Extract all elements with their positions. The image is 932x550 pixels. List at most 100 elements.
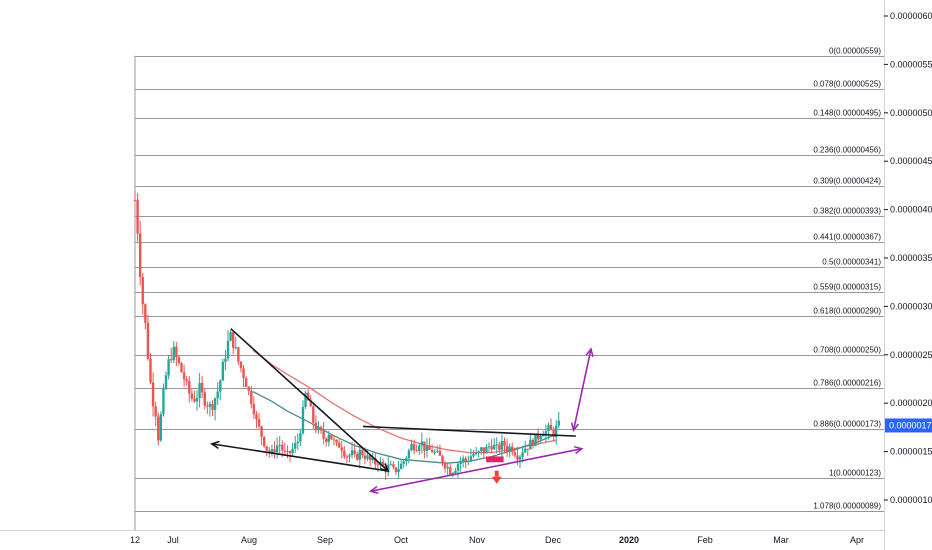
fib-level-label: 1(0.00000123) xyxy=(829,469,881,478)
fib-level-label: 0.382(0.00000393) xyxy=(813,207,881,216)
x-tick-label: Dec xyxy=(545,535,562,545)
candle-body xyxy=(534,433,537,447)
candle-body xyxy=(164,375,168,389)
ma-slow-line xyxy=(252,349,557,454)
candle-body xyxy=(441,455,444,464)
candle-body xyxy=(477,451,480,454)
fib-level-label: 1.078(0.00000089) xyxy=(813,502,881,511)
fib-lines-group xyxy=(134,55,884,530)
last-price-badge xyxy=(885,418,932,433)
candle-body xyxy=(185,379,188,381)
fib-level-label: 0.309(0.00000424) xyxy=(813,177,881,186)
candle-body xyxy=(325,438,328,442)
candle-body xyxy=(387,464,390,473)
candle-body xyxy=(288,451,292,454)
candle-body xyxy=(260,426,263,437)
candle-body xyxy=(167,359,170,376)
candle-body xyxy=(286,450,289,452)
ma-fast-line xyxy=(252,391,558,464)
candle-body xyxy=(469,456,473,461)
resistance-line xyxy=(362,425,576,437)
projection-arrowhead xyxy=(570,422,580,432)
x-tick-label: 2020 xyxy=(619,535,639,545)
candle-body xyxy=(151,382,155,407)
wedge-arrowhead xyxy=(380,463,390,473)
candle-body xyxy=(410,444,413,451)
candle-body xyxy=(353,450,356,454)
candle-body xyxy=(451,473,455,475)
candle-body xyxy=(180,363,183,373)
y-tick-label: 0.00000250 xyxy=(890,350,932,360)
projection-line xyxy=(572,348,592,431)
candle-body xyxy=(299,433,302,442)
candle-body xyxy=(402,461,405,464)
candle-body xyxy=(459,460,462,465)
candle-body xyxy=(381,461,385,466)
candle-body xyxy=(392,464,395,468)
fib-level-label: 0.618(0.00000290) xyxy=(813,307,881,316)
candle-body xyxy=(301,406,305,434)
candle-body xyxy=(291,448,294,454)
candle-body xyxy=(144,304,147,323)
y-tick-label: 0.00000100 xyxy=(890,495,932,505)
x-tick-label: Nov xyxy=(469,535,486,545)
candle-body xyxy=(523,448,527,453)
candle-body xyxy=(529,439,532,450)
candle-body xyxy=(332,439,336,441)
candle-body xyxy=(549,425,553,430)
candle-body xyxy=(141,276,144,305)
candle-body xyxy=(237,347,240,362)
candle-body xyxy=(485,447,488,454)
candle-body xyxy=(418,445,421,451)
candle-body xyxy=(175,346,178,358)
candle-body xyxy=(283,450,287,452)
last-price-tag: 0.00000177 xyxy=(885,418,932,433)
candle-body xyxy=(495,444,498,446)
candle-body xyxy=(511,446,514,453)
candle-body xyxy=(547,425,550,432)
candles-group xyxy=(133,190,560,480)
candle-body xyxy=(182,372,186,380)
candle-body xyxy=(247,386,250,391)
fib-level-label: 0.078(0.00000525) xyxy=(813,80,881,89)
candle-body xyxy=(257,419,261,427)
candle-body xyxy=(188,380,191,394)
candle-body xyxy=(536,433,540,440)
candle-body xyxy=(190,393,194,399)
fib-level-label: 0.148(0.00000495) xyxy=(813,109,881,118)
candle-body xyxy=(234,347,237,349)
candle-body xyxy=(430,449,434,453)
candle-body xyxy=(397,469,400,473)
candle-body xyxy=(221,361,225,381)
candle-body xyxy=(213,398,217,410)
candle-body xyxy=(542,435,545,437)
candle-body xyxy=(294,443,297,449)
wedge-lower-line xyxy=(211,443,389,472)
candle-body xyxy=(399,463,403,470)
candle-body xyxy=(216,391,219,399)
candle-body xyxy=(420,441,424,446)
candle-body xyxy=(226,340,230,359)
candle-body xyxy=(500,441,504,450)
candle-body xyxy=(513,452,517,456)
x-tick-label: Feb xyxy=(697,535,713,545)
candle-body xyxy=(211,403,214,410)
down-arrow-icon xyxy=(491,476,502,484)
candle-body xyxy=(557,420,560,426)
fib-level-label: 0.559(0.00000315) xyxy=(813,283,881,292)
candle-body xyxy=(172,346,175,361)
candle-body xyxy=(425,445,429,451)
wedge-upper-line xyxy=(230,328,389,472)
candle-body xyxy=(146,322,150,359)
fib-level-label: 0.708(0.00000250) xyxy=(813,346,881,355)
fib-level-label: 0.236(0.00000456) xyxy=(813,146,881,155)
candle-body xyxy=(363,455,367,459)
candle-body xyxy=(309,400,312,407)
candle-body xyxy=(487,446,491,448)
